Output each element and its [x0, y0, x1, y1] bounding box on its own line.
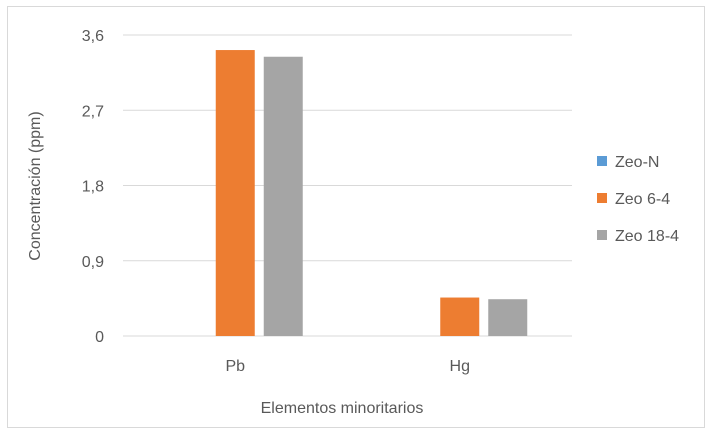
chart-frame — [7, 6, 705, 428]
legend-label: Zeo-N — [615, 154, 659, 171]
y-tick-label: 1,8 — [82, 179, 104, 196]
bar-zeo-6-4-hg — [440, 297, 480, 336]
y-tick-label: 3,6 — [82, 28, 104, 45]
x-tick-label: Hg — [450, 358, 470, 375]
x-axis-ticks: Pb Hg — [225, 358, 470, 375]
y-axis-ticks: 0 0,9 1,8 2,7 3,6 — [82, 28, 104, 346]
legend-swatch — [597, 230, 607, 240]
y-axis-label: Concentración (ppm) — [27, 111, 44, 260]
y-tick-label: 0 — [95, 329, 104, 346]
bars — [215, 50, 528, 337]
legend-swatch — [597, 193, 607, 203]
legend-label: Zeo 6-4 — [615, 191, 670, 208]
y-tick-label: 2,7 — [82, 103, 104, 120]
y-tick-label: 0,9 — [82, 254, 104, 271]
x-tick-label: Pb — [225, 358, 245, 375]
bar-zeo-18-4-pb — [263, 56, 303, 336]
bar-zeo-18-4-hg — [488, 299, 528, 336]
x-axis-label: Elementos minoritarios — [261, 400, 424, 417]
bar-zeo-6-4-pb — [215, 50, 255, 337]
legend: Zeo-N Zeo 6-4 Zeo 18-4 — [597, 154, 679, 245]
gridlines — [123, 34, 572, 337]
legend-swatch — [597, 156, 607, 166]
legend-label: Zeo 18-4 — [615, 228, 679, 245]
